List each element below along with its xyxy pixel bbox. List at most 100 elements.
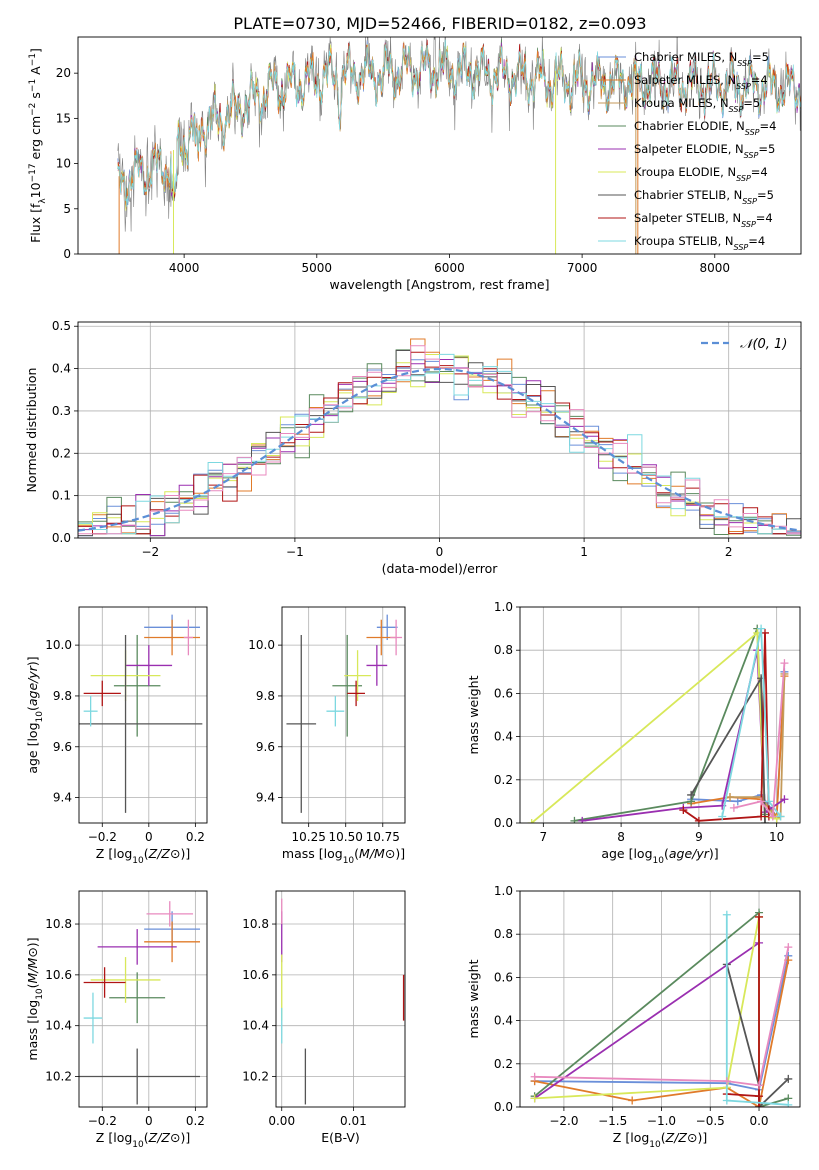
plot-area-mass-vs-EBV <box>281 898 405 1105</box>
legend-entry-label: Kroupa ELODIE, NSSP=4 <box>634 165 768 183</box>
x-axis-label: Z [log10(Z/Z⊙)] <box>96 1130 190 1150</box>
y-tick-label: 0.6 <box>494 970 513 984</box>
weight-marker <box>733 797 742 806</box>
weight-marker <box>726 793 734 802</box>
y-axis-label: age [log10(age/yr)] <box>25 656 45 773</box>
panel-mass-weight-vs-age: 7 8 9 10 0.0 0.2 0.4 0.6 0.8 1.0 age [log10(age/yr… <box>466 600 801 866</box>
y-axis-label: Flux [fλ10−17 erg cm−2 s−1 A−1] <box>28 48 48 243</box>
axes-frame <box>519 606 801 824</box>
errorbar-point <box>83 967 126 998</box>
weight-marker <box>776 812 785 821</box>
y-tick-label: 15 <box>56 111 71 125</box>
y-tick-label: 5 <box>63 202 71 216</box>
panel-mass-vs-EBV: 0.00 0.01 10.2 10.4 10.6 10.8 E(B-V) <box>242 890 406 1145</box>
weight-marker <box>578 816 587 823</box>
plot-area-spectrum <box>117 37 801 254</box>
y-tick-label: 0.6 <box>494 686 513 700</box>
x-tick-label: 7000 <box>567 261 598 275</box>
plot-area-mass-vs-Z <box>79 901 201 1105</box>
plot-area-age-vs-Z <box>79 614 203 813</box>
spectrum-model-line <box>117 39 801 207</box>
y-tick-label: 10.6 <box>242 968 269 982</box>
x-tick-label: 10.50 <box>329 830 363 844</box>
x-tick-label: 8000 <box>699 261 730 275</box>
x-axis-label: wavelength [Angstrom, rest frame] <box>329 277 549 292</box>
y-tick-label: 0.5 <box>52 319 71 333</box>
x-tick-label: 0.00 <box>268 1114 295 1128</box>
weight-line <box>726 916 760 1107</box>
weight-marker <box>694 816 703 823</box>
y-tick-label: 10.2 <box>45 1070 72 1084</box>
weight-marker <box>527 819 536 823</box>
x-tick-label: −0.5 <box>696 1114 725 1128</box>
y-tick-label: 0.0 <box>494 816 513 830</box>
weight-marker <box>755 1081 764 1090</box>
weight-marker <box>768 812 777 821</box>
panel-mass-weight-vs-Z: −2.0 −1.5 −1.0 −0.5 0.0 0.0 0.2 0.4 0.6 0.8 1.0 Z [… <box>466 884 801 1150</box>
y-tick-label: 0.4 <box>494 1014 513 1028</box>
weight-line <box>682 632 770 822</box>
plot-area-residuals <box>78 338 801 538</box>
legend-entry-label: 𝒩(0, 1) <box>740 337 787 352</box>
x-tick-label: 5000 <box>302 261 333 275</box>
x-tick-label: −0.2 <box>88 1114 117 1128</box>
axes-frame <box>275 890 406 1108</box>
y-tick-label: 9.4 <box>256 791 275 805</box>
weight-marker <box>784 1074 793 1083</box>
x-axis-label: Z [log10(Z/Z⊙)] <box>96 846 190 866</box>
y-tick-label: 0.4 <box>494 730 513 744</box>
weight-line <box>690 676 786 819</box>
weight-marker <box>757 624 766 633</box>
weight-marker <box>729 803 738 812</box>
weight-marker <box>761 628 769 637</box>
x-tick-label: 10.75 <box>366 830 400 844</box>
legend-entry-label: Salpeter ELODIE, NSSP=5 <box>634 142 775 160</box>
y-tick-label: 0.1 <box>52 489 71 503</box>
spectrum-model-line <box>117 41 636 210</box>
weight-line <box>531 631 777 823</box>
panel-residuals: −2 −1 0 1 2 0.0 0.1 0.2 0.3 0.4 0.5 (data-model)/er… <box>24 319 802 576</box>
errorbar-point <box>376 614 398 641</box>
x-tick-label: 0 <box>145 830 153 844</box>
x-tick-label: 0.0 <box>749 1114 768 1128</box>
weight-marker <box>780 795 789 804</box>
plot-area-age-vs-mass <box>286 614 403 813</box>
errorbar-point <box>347 680 365 707</box>
y-tick-label: 20 <box>56 66 71 80</box>
plot-area-mass-weight-vs-Z <box>530 908 793 1107</box>
weight-marker <box>784 943 793 952</box>
x-tick-label: 4000 <box>169 261 200 275</box>
weight-marker <box>628 1096 637 1105</box>
x-tick-label: −2 <box>141 545 159 559</box>
x-tick-label: 0.01 <box>340 1114 367 1128</box>
errorbar-point <box>125 645 173 686</box>
y-tick-label: 10.4 <box>45 1019 72 1033</box>
x-tick-label: 0 <box>436 545 444 559</box>
errorbar-point <box>183 619 194 656</box>
plot-area-mass-weight-vs-age <box>527 624 789 823</box>
errorbar-point <box>109 972 166 1024</box>
weight-line <box>574 628 766 822</box>
x-tick-label: 8 <box>617 830 625 844</box>
errorbar-point <box>390 619 403 656</box>
errorbar-point <box>90 957 161 1003</box>
x-axis-label: age [log10(age/yr)] <box>601 846 718 866</box>
x-axis-label: mass [log10(M/M⊙)] <box>282 846 405 866</box>
y-axis-label: mass [log10(M/M⊙)] <box>25 937 45 1060</box>
x-axis-label: (data-model)/error <box>382 561 499 576</box>
y-tick-label: 0.0 <box>52 531 71 545</box>
x-axis-label: Z [log10(Z/Z⊙)] <box>613 1130 707 1150</box>
axes-frame <box>281 606 406 824</box>
x-tick-label: −0.2 <box>88 830 117 844</box>
y-tick-label: 10.0 <box>45 638 72 652</box>
y-tick-label: 0.3 <box>52 404 71 418</box>
legend-entry-label: Salpeter MILES, NSSP=4 <box>634 73 768 91</box>
x-tick-label: 6000 <box>434 261 465 275</box>
weight-line <box>534 955 790 1091</box>
weight-marker <box>722 910 731 919</box>
axes-frame <box>78 890 208 1108</box>
weight-marker <box>755 1092 764 1101</box>
x-tick-label: 2 <box>725 545 733 559</box>
x-tick-label: −1.5 <box>598 1114 627 1128</box>
